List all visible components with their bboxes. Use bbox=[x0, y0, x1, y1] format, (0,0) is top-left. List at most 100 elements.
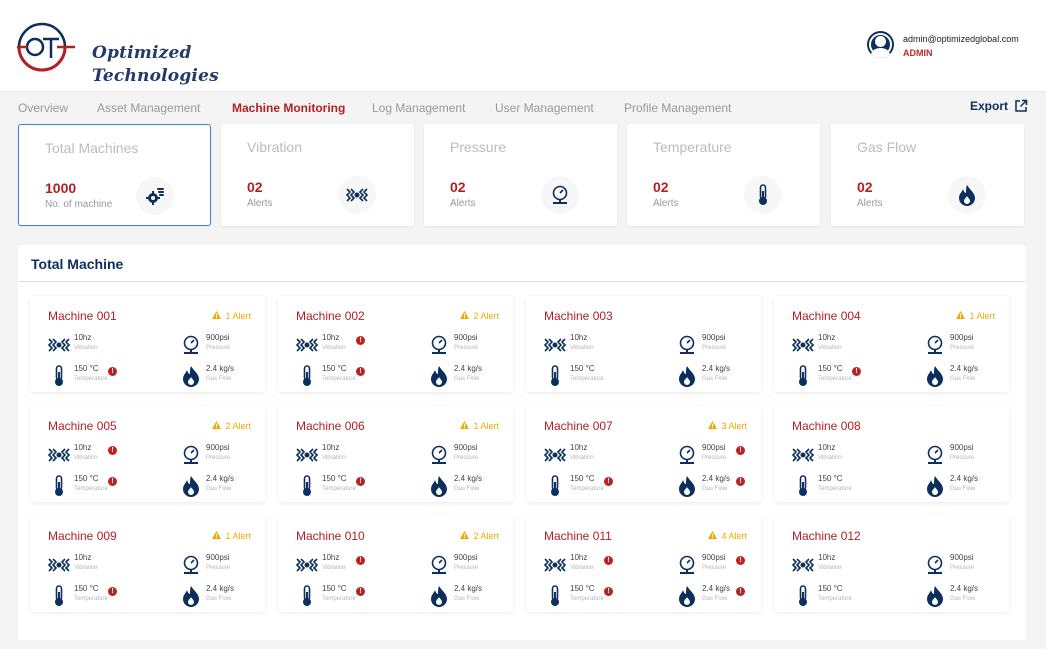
machine-card[interactable]: Machine 001 1 Alert 10hz Vibration 900psi Pre… bbox=[30, 296, 265, 392]
metric-alert-icon[interactable]: ! bbox=[736, 477, 745, 486]
alert-badge[interactable]: 2 Alert bbox=[460, 531, 499, 541]
user-menu[interactable]: admin@optimizedglobal.com ADMIN bbox=[867, 31, 1027, 63]
metric-value: 900psi bbox=[206, 443, 230, 452]
alert-badge[interactable]: 3 Alert bbox=[708, 421, 747, 431]
metric-alert-icon[interactable]: ! bbox=[736, 587, 745, 596]
alert-badge[interactable]: 1 Alert bbox=[460, 421, 499, 431]
machine-name: Machine 002 bbox=[296, 309, 365, 323]
metric-label: Temperature bbox=[818, 376, 852, 382]
machine-card[interactable]: Machine 004 1 Alert 10hz Vibration 900psi Pre… bbox=[774, 296, 1009, 392]
metric-label: Temperature bbox=[570, 596, 604, 602]
thermometer-icon bbox=[296, 365, 318, 387]
warning-icon bbox=[212, 421, 222, 431]
vibration-icon bbox=[544, 554, 566, 576]
tab-log-management[interactable]: Log Management bbox=[372, 101, 466, 115]
metric-vibration: 10hz Vibration bbox=[48, 333, 148, 357]
metric-alert-icon[interactable]: ! bbox=[356, 336, 365, 345]
machine-card[interactable]: Machine 003 10hz Vibration 900psi Pressure 15… bbox=[526, 296, 761, 392]
tab-overview[interactable]: Overview bbox=[18, 101, 69, 115]
metric-gasflow: 2.4 kg/s Gas Flow bbox=[924, 474, 1024, 498]
thermometer-icon bbox=[296, 475, 318, 497]
metric-alert-icon[interactable]: ! bbox=[736, 556, 745, 565]
gas-flame-icon bbox=[428, 365, 450, 387]
alert-count: 2 Alert bbox=[225, 421, 251, 431]
metric-value: 150 °C bbox=[74, 474, 99, 483]
summary-card-temperature[interactable]: Temperature 02 Alerts bbox=[627, 124, 820, 226]
alert-count: 1 Alert bbox=[225, 531, 251, 541]
metric-alert-icon[interactable]: ! bbox=[356, 556, 365, 565]
machine-card[interactable]: Machine 002 2 Alert 10hz Vibration! 900psi Pr… bbox=[278, 296, 513, 392]
warning-icon bbox=[460, 531, 470, 541]
metric-alert-icon[interactable]: ! bbox=[108, 367, 117, 376]
tab-asset-management[interactable]: Asset Management bbox=[97, 101, 201, 115]
metric-label: Pressure bbox=[206, 455, 231, 461]
metric-gasflow: 2.4 kg/s Gas Flow bbox=[180, 364, 280, 388]
metric-temperature: 150 °C Temperature bbox=[792, 584, 892, 608]
metric-alert-icon[interactable]: ! bbox=[108, 587, 117, 596]
metric-alert-icon[interactable]: ! bbox=[852, 367, 861, 376]
metric-gasflow: 2.4 kg/s Gas Flow bbox=[180, 584, 280, 608]
alert-badge[interactable]: 1 Alert bbox=[956, 311, 995, 321]
metric-temperature: 150 °C Temperature! bbox=[48, 364, 148, 388]
metric-gasflow: 2.4 kg/s Gas Flow! bbox=[676, 584, 776, 608]
metric-temperature: 150 °C Temperature bbox=[792, 474, 892, 498]
metric-pressure: 900psi Pressure bbox=[180, 443, 280, 467]
metric-label: Pressure bbox=[702, 345, 727, 351]
metric-label: Vibration bbox=[570, 345, 594, 351]
metric-label: Vibration bbox=[322, 455, 346, 461]
metric-value: 2.4 kg/s bbox=[454, 364, 483, 373]
pressure-gauge-icon bbox=[924, 554, 946, 576]
tab-user-management[interactable]: User Management bbox=[495, 101, 594, 115]
machine-card[interactable]: Machine 010 2 Alert 10hz Vibration! 900psi Pr… bbox=[278, 516, 513, 612]
metric-alert-icon[interactable]: ! bbox=[356, 587, 365, 596]
metric-alert-icon[interactable]: ! bbox=[604, 556, 613, 565]
machine-card[interactable]: Machine 007 3 Alert 10hz Vibration 900psi Pre… bbox=[526, 406, 761, 502]
metric-alert-icon[interactable]: ! bbox=[604, 477, 613, 486]
machine-card[interactable]: Machine 008 10hz Vibration 900psi Pressure 15… bbox=[774, 406, 1009, 502]
summary-title: Vibration bbox=[247, 139, 303, 155]
machine-panel: Total Machine Machine 001 1 Alert 10hz Vibr… bbox=[18, 245, 1026, 640]
app-header: Optimized Technologies admin@optimizedgl… bbox=[0, 0, 1046, 92]
summary-card-total-machines[interactable]: Total Machines 1000 No. of machine bbox=[18, 124, 211, 226]
machine-card[interactable]: Machine 009 1 Alert 10hz Vibration 900psi Pre… bbox=[30, 516, 265, 612]
machine-name: Machine 012 bbox=[792, 529, 861, 543]
vibration-icon bbox=[792, 444, 814, 466]
user-avatar-icon[interactable] bbox=[867, 31, 894, 58]
metric-alert-icon[interactable]: ! bbox=[604, 587, 613, 596]
summary-card-gas-flow[interactable]: Gas Flow 02 Alerts bbox=[831, 124, 1024, 226]
brand-name-line2: Technologies bbox=[92, 66, 219, 86]
summary-card-vibration[interactable]: Vibration 02 Alerts bbox=[221, 124, 414, 226]
machine-card[interactable]: Machine 005 2 Alert 10hz Vibration! 900psi Pr… bbox=[30, 406, 265, 502]
metric-alert-icon[interactable]: ! bbox=[356, 367, 365, 376]
pressure-gauge-icon bbox=[428, 554, 450, 576]
alert-badge[interactable]: 1 Alert bbox=[212, 531, 251, 541]
tab-machine-monitoring[interactable]: Machine Monitoring bbox=[232, 101, 346, 115]
brand-logo[interactable]: Optimized Technologies bbox=[17, 20, 219, 86]
metric-alert-icon[interactable]: ! bbox=[108, 477, 117, 486]
metric-value: 2.4 kg/s bbox=[206, 584, 235, 593]
pressure-gauge-icon bbox=[180, 444, 202, 466]
thermometer-icon bbox=[744, 176, 782, 214]
tab-profile-management[interactable]: Profile Management bbox=[624, 101, 732, 115]
machine-name: Machine 010 bbox=[296, 529, 365, 543]
summary-card-pressure[interactable]: Pressure 02 Alerts bbox=[424, 124, 617, 226]
machine-card[interactable]: Machine 006 1 Alert 10hz Vibration 900psi Pre… bbox=[278, 406, 513, 502]
metric-label: Pressure bbox=[454, 455, 479, 461]
metric-alert-icon[interactable]: ! bbox=[736, 446, 745, 455]
alert-badge[interactable]: 4 Alert bbox=[708, 531, 747, 541]
metric-alert-icon[interactable]: ! bbox=[108, 446, 117, 455]
alert-badge[interactable]: 2 Alert bbox=[460, 311, 499, 321]
alert-badge[interactable]: 2 Alert bbox=[212, 421, 251, 431]
machine-card[interactable]: Machine 012 10hz Vibration 900psi Pressure 15… bbox=[774, 516, 1009, 612]
alert-badge[interactable]: 1 Alert bbox=[212, 311, 251, 321]
metric-value: 10hz bbox=[818, 443, 836, 452]
vibration-icon bbox=[296, 334, 318, 356]
metric-alert-icon[interactable]: ! bbox=[356, 477, 365, 486]
thermometer-icon bbox=[48, 365, 70, 387]
export-button[interactable]: Export bbox=[970, 99, 1028, 113]
metric-value: 150 °C bbox=[818, 364, 843, 373]
thermometer-icon bbox=[544, 475, 566, 497]
machine-card[interactable]: Machine 011 4 Alert 10hz Vibration! 900psi Pr… bbox=[526, 516, 761, 612]
metric-vibration: 10hz Vibration bbox=[792, 553, 892, 577]
export-label: Export bbox=[969, 99, 1008, 113]
